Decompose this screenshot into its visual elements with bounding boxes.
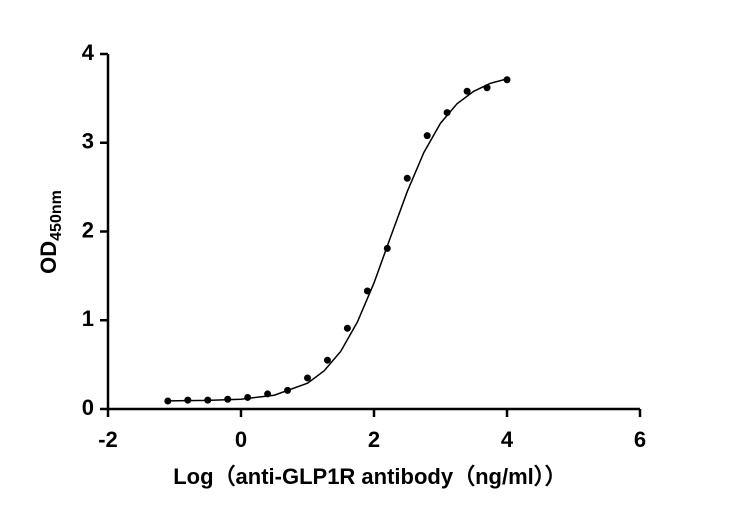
data-point — [304, 374, 311, 382]
y-tick-label: 1 — [82, 306, 94, 331]
y-tick-label: 3 — [82, 129, 94, 154]
x-axis-label: Log（anti-GLP1R antibody（ng/ml）） — [173, 464, 567, 489]
data-point — [443, 109, 451, 117]
data-point — [463, 87, 471, 95]
data-point — [184, 396, 192, 404]
y-axis-label-main: OD — [36, 241, 61, 274]
data-point — [403, 174, 411, 182]
y-tick-label: 2 — [82, 217, 94, 242]
fit-curve — [167, 78, 508, 402]
y-tick-label: 0 — [82, 395, 94, 420]
y-axis-label-sub: 450nm — [48, 190, 65, 241]
y-tick-label: 4 — [82, 40, 95, 65]
y-axis-label: OD450nm — [36, 190, 65, 274]
data-point — [503, 76, 511, 84]
data-point — [323, 356, 331, 364]
x-tick-label: 4 — [501, 427, 514, 452]
data-point — [423, 132, 431, 140]
data-point — [204, 396, 212, 404]
data-point — [164, 397, 172, 405]
data-point — [224, 395, 232, 403]
data-point — [244, 393, 252, 401]
x-tick-label: 0 — [235, 427, 247, 452]
x-tick-label: 2 — [368, 427, 380, 452]
data-point — [284, 386, 292, 394]
x-tick-label: -2 — [98, 427, 118, 452]
x-tick-label: 6 — [634, 427, 646, 452]
data-point — [483, 84, 491, 92]
data-point — [383, 244, 391, 252]
data-point — [343, 324, 351, 332]
data-point — [264, 390, 272, 398]
data-point — [363, 287, 371, 295]
